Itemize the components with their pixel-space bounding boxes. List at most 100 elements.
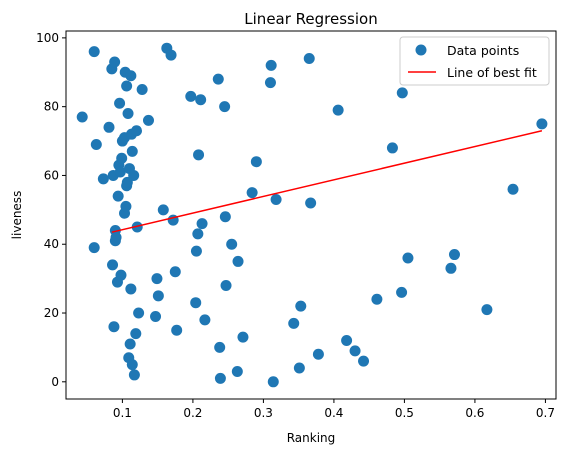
data-point xyxy=(125,70,137,82)
data-point xyxy=(265,59,277,71)
x-tick-label: 0.2 xyxy=(183,406,202,420)
data-points-layer xyxy=(76,42,548,388)
data-point xyxy=(171,324,183,336)
data-point xyxy=(131,221,143,233)
data-point xyxy=(120,200,132,212)
data-point xyxy=(88,46,100,58)
data-point xyxy=(288,317,300,329)
x-tick-label: 0.3 xyxy=(254,406,273,420)
data-point xyxy=(303,53,315,65)
data-point xyxy=(232,255,244,267)
y-axis-label: liveness xyxy=(10,191,24,240)
data-point xyxy=(445,262,457,274)
x-axis-label: Ranking xyxy=(287,431,336,445)
data-point xyxy=(112,190,124,202)
data-point xyxy=(169,266,181,278)
data-point xyxy=(212,73,224,85)
data-point xyxy=(246,187,258,199)
data-point xyxy=(88,242,100,254)
data-point xyxy=(151,273,163,285)
data-point xyxy=(270,194,282,206)
data-point xyxy=(193,149,205,161)
data-point xyxy=(358,355,370,367)
data-point xyxy=(185,90,197,102)
data-point xyxy=(142,114,154,126)
data-point xyxy=(152,290,164,302)
data-point xyxy=(192,228,204,240)
data-point xyxy=(226,238,238,250)
data-point xyxy=(214,341,226,353)
data-point xyxy=(122,108,134,120)
data-point xyxy=(341,335,353,347)
y-tick-label: 20 xyxy=(44,306,59,320)
data-point xyxy=(130,328,142,340)
data-point xyxy=(196,218,208,230)
data-point xyxy=(133,307,145,319)
data-point xyxy=(124,338,136,350)
x-tick-label: 0.6 xyxy=(465,406,484,420)
data-point xyxy=(114,166,126,178)
x-tick-label: 0.1 xyxy=(113,406,132,420)
data-point xyxy=(114,97,126,109)
data-point xyxy=(190,297,202,309)
data-point xyxy=(165,49,177,61)
data-point xyxy=(136,83,148,95)
y-tick-label: 40 xyxy=(44,237,59,251)
data-point xyxy=(396,286,408,298)
data-point xyxy=(103,121,115,133)
legend-box xyxy=(399,36,550,86)
data-point xyxy=(219,211,231,223)
data-point xyxy=(107,259,119,271)
best-fit-line-layer xyxy=(111,130,543,233)
data-point xyxy=(214,372,226,384)
data-point xyxy=(481,304,493,316)
data-point xyxy=(448,249,460,261)
data-point xyxy=(536,118,548,130)
data-point xyxy=(386,142,398,154)
data-point xyxy=(231,365,243,377)
data-point xyxy=(264,77,276,89)
legend-scatter-marker xyxy=(415,44,427,56)
data-point xyxy=(402,252,414,264)
data-point xyxy=(116,152,128,164)
data-point xyxy=(108,321,120,333)
data-point xyxy=(312,348,324,360)
data-point xyxy=(199,314,211,326)
data-point xyxy=(110,231,122,243)
data-point xyxy=(237,331,249,343)
data-point xyxy=(121,80,133,92)
y-tick-label: 60 xyxy=(44,168,59,182)
legend: Data points Line of best fit xyxy=(399,36,550,86)
data-point xyxy=(131,125,143,137)
data-point xyxy=(332,104,344,116)
best-fit-line xyxy=(111,130,543,233)
data-point xyxy=(220,280,232,292)
data-point xyxy=(396,87,408,99)
plot-frame xyxy=(65,30,557,400)
data-point xyxy=(128,369,140,381)
data-point xyxy=(250,156,262,168)
y-tick-label: 100 xyxy=(36,31,59,45)
data-point xyxy=(115,269,127,281)
x-tick-label: 0.7 xyxy=(536,406,555,420)
y-tick-label: 0 xyxy=(51,375,59,389)
data-point xyxy=(190,245,202,257)
chart-title: Linear Regression xyxy=(244,10,377,28)
data-point xyxy=(109,56,121,68)
data-point xyxy=(97,173,109,185)
data-point xyxy=(219,101,231,113)
data-point xyxy=(195,94,207,106)
data-point xyxy=(150,310,162,322)
data-point xyxy=(295,300,307,312)
legend-label-data-points: Data points xyxy=(447,43,519,58)
y-axis: 0 20 40 60 80 100 xyxy=(36,31,66,389)
data-point xyxy=(126,145,138,157)
x-axis: 0.1 0.2 0.3 0.4 0.5 0.6 0.7 xyxy=(113,399,555,420)
data-point xyxy=(126,359,138,371)
data-point xyxy=(128,169,140,181)
data-point xyxy=(157,204,169,216)
data-point xyxy=(76,111,88,123)
x-tick-label: 0.5 xyxy=(395,406,414,420)
legend-label-best-fit: Line of best fit xyxy=(447,65,537,80)
